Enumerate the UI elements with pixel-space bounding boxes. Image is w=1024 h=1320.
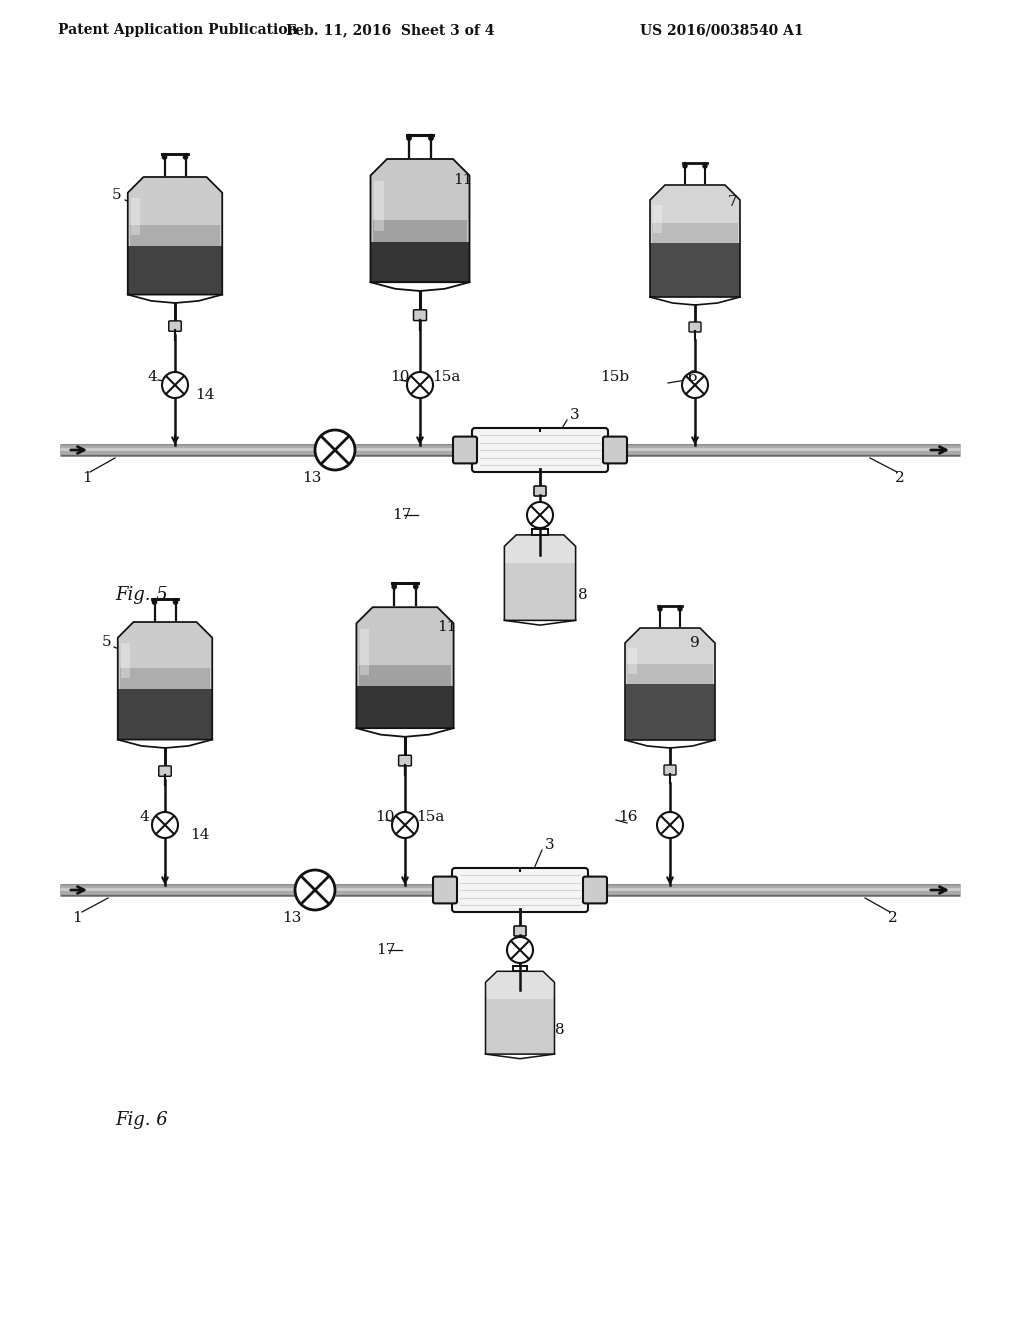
Polygon shape: [627, 664, 713, 684]
Polygon shape: [120, 668, 210, 689]
FancyBboxPatch shape: [664, 766, 676, 775]
Polygon shape: [118, 689, 212, 739]
Text: 2: 2: [895, 471, 905, 484]
Polygon shape: [358, 665, 452, 686]
Text: 3: 3: [545, 838, 555, 851]
Circle shape: [429, 136, 433, 140]
Polygon shape: [371, 158, 469, 282]
Text: 8: 8: [555, 1023, 564, 1038]
Text: 4: 4: [148, 370, 158, 384]
Circle shape: [407, 372, 433, 399]
Circle shape: [414, 585, 418, 589]
Circle shape: [295, 870, 335, 909]
Text: 17: 17: [392, 508, 412, 521]
Polygon shape: [374, 181, 384, 231]
Circle shape: [678, 607, 682, 611]
Circle shape: [173, 601, 177, 605]
Polygon shape: [130, 224, 220, 246]
Circle shape: [183, 154, 187, 160]
FancyBboxPatch shape: [603, 437, 627, 463]
Polygon shape: [485, 999, 555, 1055]
Polygon shape: [650, 243, 740, 297]
FancyBboxPatch shape: [159, 766, 171, 776]
Text: 14: 14: [195, 388, 214, 403]
Polygon shape: [485, 972, 555, 1055]
Circle shape: [682, 372, 708, 399]
Text: Fig. 6: Fig. 6: [115, 1111, 168, 1129]
Circle shape: [392, 812, 418, 838]
FancyBboxPatch shape: [583, 876, 607, 903]
Polygon shape: [505, 564, 575, 620]
Polygon shape: [371, 242, 469, 282]
Polygon shape: [356, 607, 454, 729]
Circle shape: [153, 601, 157, 605]
Polygon shape: [628, 648, 637, 673]
Polygon shape: [653, 205, 662, 232]
Text: 2: 2: [888, 911, 898, 925]
Text: 15b: 15b: [600, 370, 629, 384]
Circle shape: [407, 136, 412, 140]
Text: 13: 13: [302, 471, 322, 484]
Circle shape: [683, 164, 687, 168]
Text: 17: 17: [376, 942, 395, 957]
Text: 7: 7: [728, 195, 737, 209]
Circle shape: [703, 164, 707, 168]
FancyBboxPatch shape: [514, 927, 526, 936]
FancyBboxPatch shape: [414, 310, 427, 321]
Polygon shape: [652, 223, 738, 243]
Text: 4: 4: [140, 810, 150, 824]
Text: 9: 9: [690, 636, 699, 649]
Circle shape: [507, 937, 534, 964]
Circle shape: [658, 607, 662, 611]
Polygon shape: [625, 628, 715, 741]
Text: 1: 1: [72, 911, 82, 925]
Text: 16: 16: [618, 810, 638, 824]
FancyBboxPatch shape: [689, 322, 701, 333]
Circle shape: [152, 812, 178, 838]
Circle shape: [527, 502, 553, 528]
Circle shape: [315, 430, 355, 470]
Polygon shape: [128, 246, 222, 294]
Text: 10: 10: [390, 370, 410, 384]
Text: 10: 10: [375, 810, 394, 824]
Text: 6: 6: [688, 370, 697, 384]
Polygon shape: [128, 177, 222, 294]
Polygon shape: [359, 628, 370, 676]
Polygon shape: [650, 185, 740, 297]
FancyBboxPatch shape: [534, 486, 546, 496]
Text: Patent Application Publication: Patent Application Publication: [58, 22, 298, 37]
Text: 1: 1: [82, 471, 92, 484]
FancyBboxPatch shape: [452, 869, 588, 912]
Text: 15a: 15a: [432, 370, 461, 384]
Text: Fig. 5: Fig. 5: [115, 586, 168, 605]
FancyBboxPatch shape: [398, 755, 412, 766]
Polygon shape: [356, 686, 454, 729]
Text: 8: 8: [578, 587, 588, 602]
Text: Feb. 11, 2016  Sheet 3 of 4: Feb. 11, 2016 Sheet 3 of 4: [286, 22, 495, 37]
Text: 15a: 15a: [416, 810, 444, 824]
Text: 3: 3: [570, 408, 580, 422]
Text: 11: 11: [437, 620, 457, 634]
FancyBboxPatch shape: [169, 321, 181, 331]
Polygon shape: [118, 622, 212, 739]
Text: 5: 5: [102, 635, 112, 649]
Circle shape: [657, 812, 683, 838]
FancyBboxPatch shape: [433, 876, 457, 903]
FancyBboxPatch shape: [472, 428, 608, 473]
Polygon shape: [121, 643, 130, 678]
Circle shape: [163, 154, 167, 160]
Circle shape: [162, 372, 188, 399]
Text: 5: 5: [112, 187, 122, 202]
Polygon shape: [131, 198, 140, 235]
FancyBboxPatch shape: [453, 437, 477, 463]
Circle shape: [392, 585, 396, 589]
Polygon shape: [373, 219, 467, 242]
Text: 11: 11: [453, 173, 472, 187]
Polygon shape: [625, 684, 715, 741]
Text: US 2016/0038540 A1: US 2016/0038540 A1: [640, 22, 804, 37]
Text: 14: 14: [190, 828, 210, 842]
Polygon shape: [505, 535, 575, 620]
Text: 13: 13: [282, 911, 301, 925]
